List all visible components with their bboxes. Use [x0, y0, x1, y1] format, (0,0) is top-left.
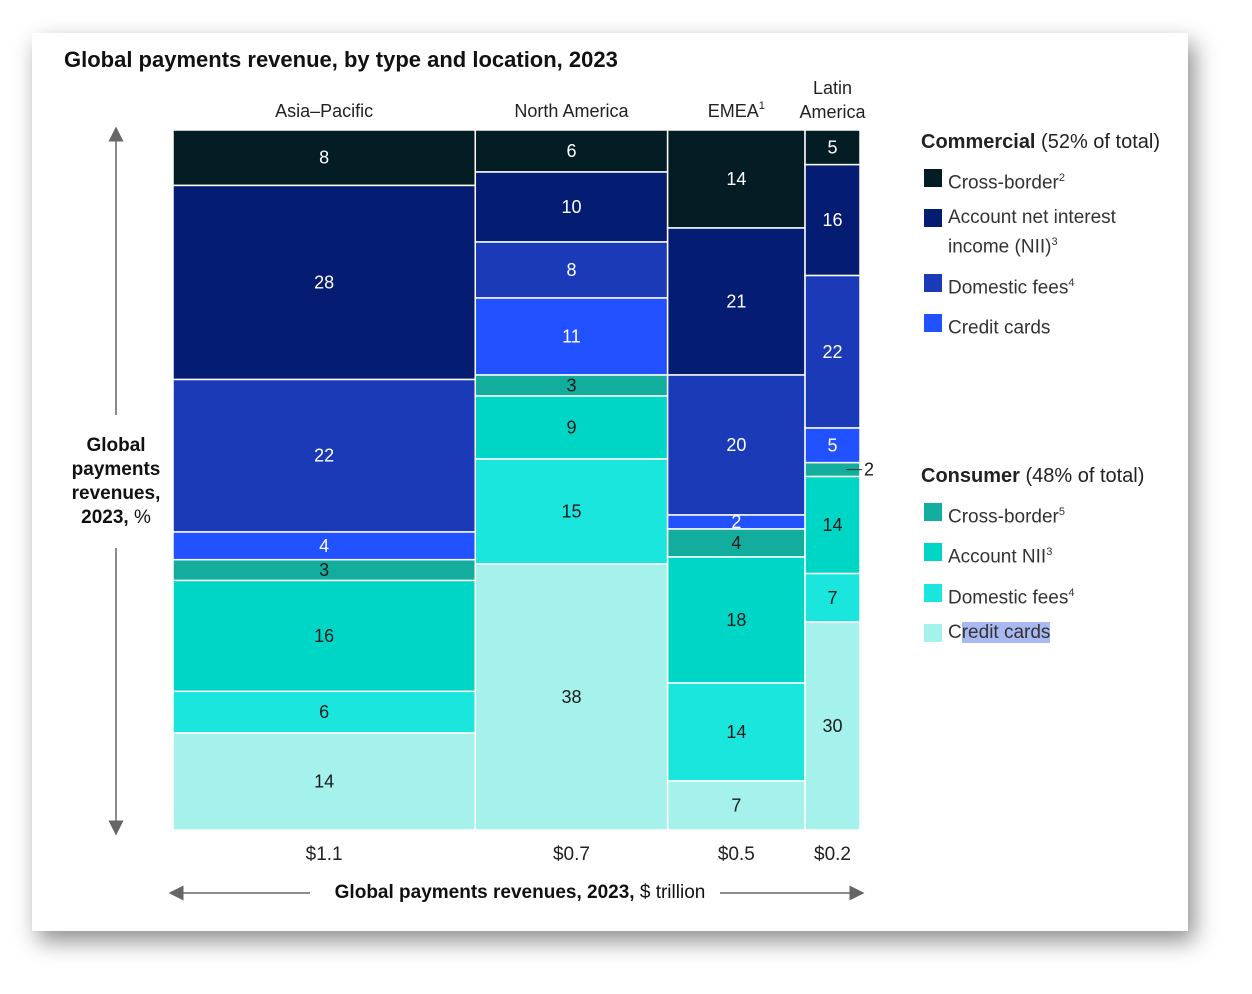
- data-label-asia-pacific-consumer-credit-cards: 14: [314, 771, 334, 791]
- total-label-north-america: $0.7: [553, 844, 590, 865]
- swatch-consumer-nii: [924, 543, 942, 562]
- data-label-emea-consumer-nii: 18: [726, 610, 746, 630]
- total-label-latin-america: $0.2: [814, 844, 851, 865]
- data-label-latin-america-consumer-cross-border: 2: [864, 460, 874, 480]
- category-label-north-america: North America: [514, 101, 629, 121]
- data-label-emea-consumer-domestic-fees: 14: [726, 722, 746, 742]
- data-label-latin-america-consumer-credit-cards: 30: [823, 716, 843, 736]
- legend-item-commercial-nii: Account net interest income (NII)3: [921, 206, 1148, 259]
- swatch-commercial-cross-border: [924, 169, 942, 187]
- data-label-north-america-consumer-cross-border: 3: [566, 376, 576, 396]
- data-label-asia-pacific-commercial-domestic-fees: 22: [314, 446, 334, 466]
- swatch-commercial-nii: [924, 209, 942, 228]
- total-label-emea: $0.5: [718, 844, 755, 865]
- bar-segment-latin-america-commercial-credit-cards: [804, 427, 861, 464]
- category-label-asia-pacific: Asia–Pacific: [275, 101, 373, 121]
- data-label-emea-commercial-domestic-fees: 20: [726, 435, 746, 455]
- legend-item-consumer-credit-cards: Credit cards: [921, 621, 1144, 645]
- swatch-consumer-credit-cards: [924, 623, 942, 642]
- data-label-emea-consumer-cross-border: 4: [731, 533, 741, 553]
- y-axis-label: Global payments revenues, 2023, %: [71, 435, 161, 528]
- bar-segment-latin-america-commercial-domestic-fees: [804, 274, 861, 429]
- swatch-commercial-domestic-fees: [924, 273, 942, 292]
- bar-segment-emea-consumer-cross-border: [666, 528, 806, 558]
- data-label-emea-commercial-credit-cards: 2: [731, 512, 741, 532]
- legend-item-commercial-credit-cards: Credit cards: [921, 311, 1160, 340]
- data-label-latin-america-commercial-nii: 16: [823, 210, 843, 230]
- swatch-consumer-domestic-fees: [924, 583, 942, 602]
- bar-segment-emea-commercial-nii: [666, 227, 806, 376]
- bar-segment-asia-pacific-commercial-domestic-fees: [172, 378, 477, 533]
- bar-segment-north-america-consumer-credit-cards: [474, 563, 669, 831]
- legend-item-consumer-domestic-fees: Domestic fees4: [921, 581, 1144, 610]
- bar-segment-asia-pacific-commercial-nii: [172, 184, 477, 381]
- total-label-asia-pacific: $1.1: [306, 844, 343, 865]
- data-label-latin-america-consumer-nii: 14: [823, 515, 843, 535]
- category-label-latin-america-line2: America: [800, 102, 867, 122]
- data-label-emea-commercial-nii: 21: [726, 292, 746, 312]
- bar-segment-emea-consumer-credit-cards: [666, 780, 806, 831]
- data-label-asia-pacific-commercial-cross-border: 8: [319, 148, 329, 168]
- x-axis-label: Global payments revenues, 2023, $ trilli…: [334, 882, 706, 903]
- data-label-emea-commercial-cross-border: 14: [726, 169, 746, 189]
- legend-item-commercial-cross-border: Cross-border2: [921, 166, 1160, 195]
- data-label-asia-pacific-commercial-nii: 28: [314, 272, 334, 292]
- legend-commercial-heading: Commercial (52% of total): [921, 131, 1161, 153]
- bar-segment-latin-america-commercial-nii: [804, 163, 861, 277]
- category-label-emea: EMEA1: [708, 100, 765, 121]
- legend-consumer: Consumer (48% of total) Cross-border5 Ac…: [921, 465, 1144, 656]
- bar-segment-emea-commercial-domestic-fees: [666, 374, 806, 516]
- bar-segment-emea-consumer-nii: [666, 556, 806, 684]
- data-label-emea-consumer-credit-cards: 7: [731, 796, 741, 816]
- data-label-north-america-consumer-credit-cards: 38: [561, 687, 581, 707]
- bar-segment-north-america-commercial-cross-border: [474, 129, 669, 173]
- data-label-north-america-consumer-nii: 9: [566, 418, 576, 438]
- data-label-latin-america-commercial-cross-border: 5: [828, 137, 838, 157]
- bar-segment-latin-america-consumer-nii: [804, 475, 861, 575]
- data-label-north-america-commercial-cross-border: 6: [566, 141, 576, 161]
- data-label-asia-pacific-commercial-credit-cards: 4: [319, 536, 329, 556]
- bar-segment-north-america-consumer-nii: [474, 395, 669, 460]
- data-label-asia-pacific-consumer-domestic-fees: 6: [319, 702, 329, 722]
- data-label-north-america-consumer-domestic-fees: 15: [561, 502, 581, 522]
- selected-text-highlight: redit cards: [961, 621, 1051, 643]
- data-label-north-america-commercial-domestic-fees: 8: [566, 260, 576, 280]
- legend-item-commercial-domestic-fees: Domestic fees4: [921, 271, 1160, 300]
- legend-item-consumer-nii: Account NII3: [921, 540, 1144, 569]
- data-label-latin-america-consumer-domestic-fees: 7: [828, 588, 838, 608]
- legend-item-consumer-cross-border: Cross-border5: [921, 500, 1144, 529]
- legend-consumer-heading: Consumer (48% of total): [921, 465, 1145, 487]
- bar-segment-north-america-commercial-nii: [474, 171, 669, 243]
- bar-segment-latin-america-consumer-credit-cards: [804, 621, 861, 831]
- legend-commercial: Commercial (52% of total) Cross-border2 …: [921, 131, 1160, 351]
- data-label-north-america-commercial-credit-cards: 11: [562, 327, 581, 347]
- data-label-asia-pacific-consumer-nii: 16: [314, 626, 334, 646]
- data-label-latin-america-commercial-credit-cards: 5: [828, 435, 838, 455]
- data-label-latin-america-commercial-domestic-fees: 22: [823, 342, 843, 362]
- chart-title: Global payments revenue, by type and loc…: [64, 47, 618, 72]
- data-label-north-america-commercial-nii: 10: [561, 197, 581, 217]
- data-label-asia-pacific-consumer-cross-border: 3: [319, 560, 329, 580]
- swatch-consumer-cross-border: [924, 503, 942, 521]
- bar-segment-emea-commercial-cross-border: [666, 129, 806, 229]
- category-label-latin-america-line1: Latin: [813, 78, 852, 98]
- bar-segment-asia-pacific-consumer-nii: [172, 579, 477, 693]
- swatch-commercial-credit-cards: [924, 313, 942, 332]
